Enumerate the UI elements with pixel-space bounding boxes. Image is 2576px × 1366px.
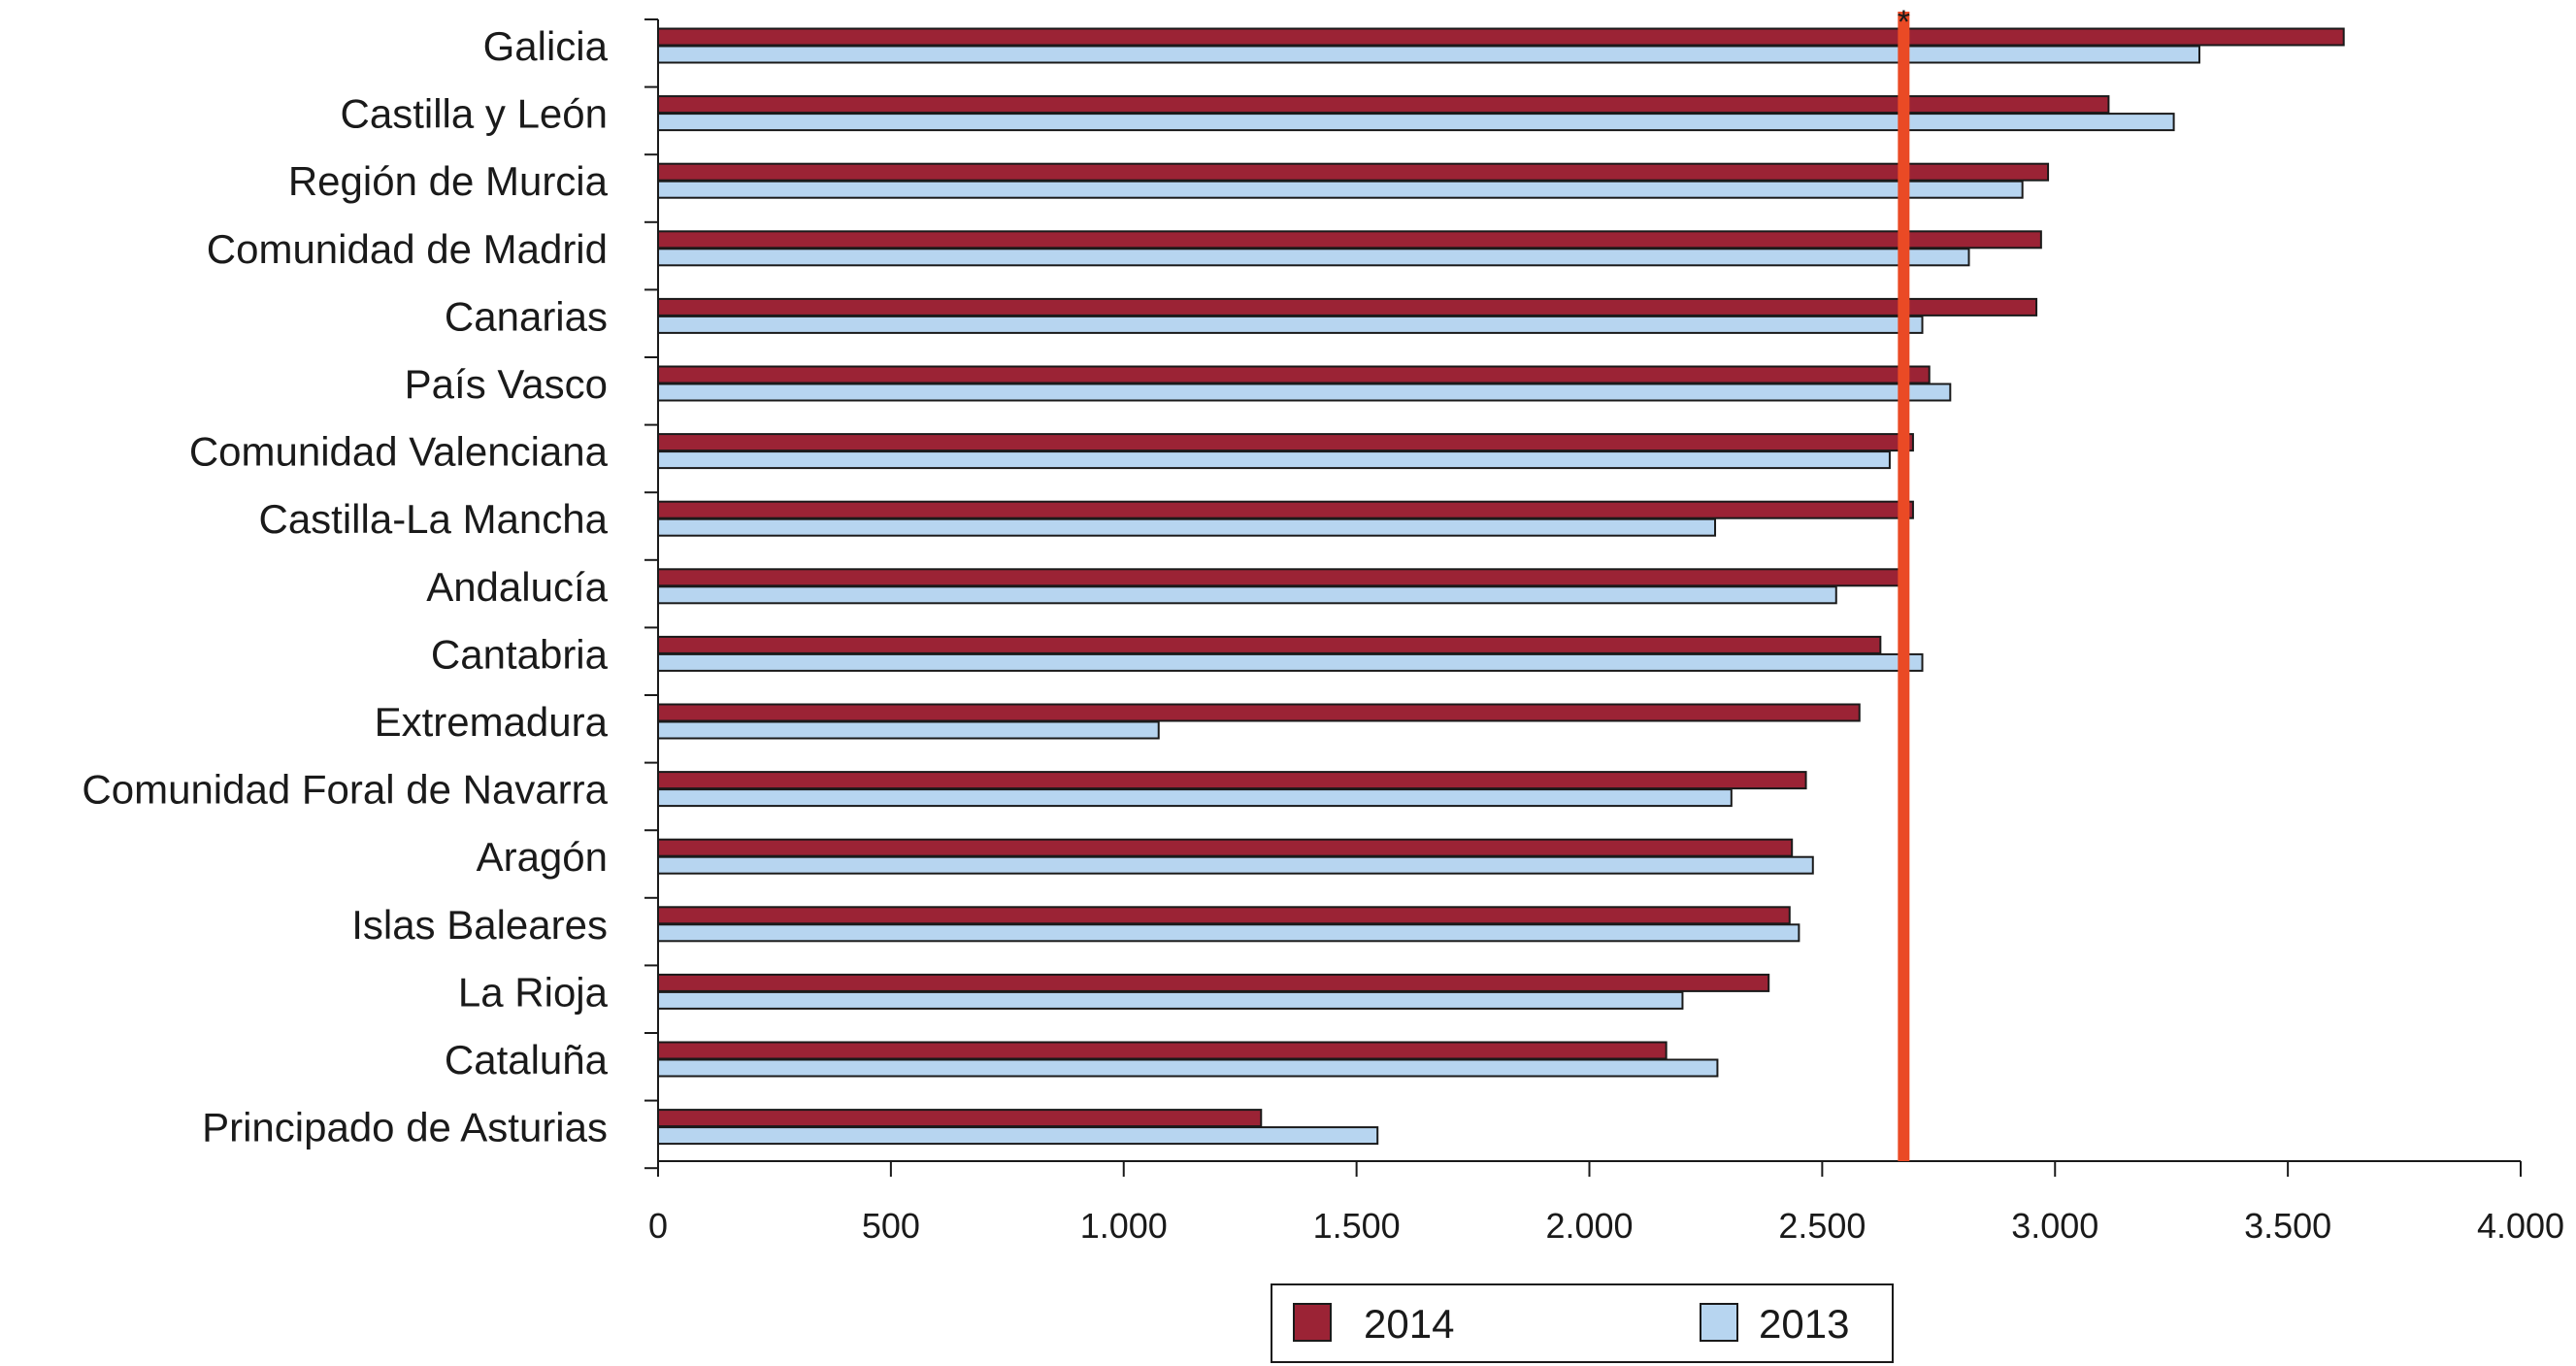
reference-line	[1898, 12, 1910, 1161]
x-tick-label-2: 1.000	[1080, 1206, 1168, 1246]
category-label-10: Extremadura	[375, 699, 609, 745]
x-tick-label-1: 500	[862, 1206, 920, 1246]
category-label-5: País Vasco	[405, 361, 608, 407]
bar-2013-0	[657, 45, 2200, 64]
bar-2013-5	[657, 383, 1952, 402]
category-label-14: La Rioja	[458, 969, 609, 1015]
category-label-2: Región de Murcia	[288, 158, 609, 204]
bar-2013-13	[657, 923, 1800, 943]
bar-2014-14	[657, 973, 1770, 992]
bar-2013-1	[657, 113, 2175, 132]
bar-2013-2	[657, 180, 2024, 199]
legend-box	[1271, 1283, 1894, 1363]
bar-2014-8	[657, 568, 1900, 587]
bar-2014-1	[657, 95, 2110, 115]
x-tick-label-8: 4.000	[2477, 1206, 2564, 1246]
bar-2014-6	[657, 433, 1914, 452]
bar-2013-10	[657, 720, 1160, 740]
x-tick-label-5: 2.500	[1778, 1206, 1866, 1246]
legend: 2014 2013	[1271, 1283, 1894, 1363]
category-label-3: Comunidad de Madrid	[207, 226, 608, 272]
y-axis-ticks	[644, 18, 658, 1170]
category-label-13: Islas Baleares	[351, 902, 608, 948]
category-label-6: Comunidad Valenciana	[189, 429, 609, 475]
bar-2014-9	[657, 635, 1882, 654]
x-tick-label-6: 3.000	[2011, 1206, 2098, 1246]
category-label-4: Canarias	[445, 293, 608, 339]
legend-swatch-2014	[1293, 1303, 1332, 1342]
legend-label-2013: 2013	[1759, 1301, 1849, 1347]
bar-2014-15	[657, 1041, 1668, 1060]
x-tick-label-3: 1.500	[1313, 1206, 1401, 1246]
x-tick-label-4: 2.000	[1545, 1206, 1633, 1246]
bar-2013-7	[657, 517, 1717, 537]
bar-2013-14	[657, 990, 1684, 1010]
bar-2013-6	[657, 450, 1891, 470]
bar-2013-11	[657, 788, 1733, 808]
reference-line-group: *	[1898, 4, 1910, 1161]
bar-2013-16	[657, 1126, 1379, 1146]
bar-2014-16	[657, 1109, 1263, 1128]
category-labels: Galicia Castilla y León Región de Murcia Co…	[82, 23, 608, 1150]
category-label-0: Galicia	[483, 23, 609, 69]
category-label-1: Castilla y León	[341, 91, 608, 137]
bar-2014-5	[657, 365, 1931, 384]
category-label-9: Cantabria	[431, 631, 609, 677]
bar-2014-4	[657, 297, 2038, 317]
reference-line-label: *	[1898, 4, 1910, 41]
legend-label-2014: 2014	[1364, 1301, 1454, 1347]
category-label-12: Aragón	[477, 834, 608, 880]
category-label-11: Comunidad Foral de Navarra	[82, 767, 608, 813]
category-label-16: Principado de Asturias	[202, 1105, 608, 1150]
bar-2013-9	[657, 652, 1924, 672]
bar-2014-11	[657, 771, 1807, 790]
bar-2014-3	[657, 230, 2042, 250]
x-axis-ticks: 0 500 1.000 1.500 2.000 2.500 3.000 3.500 4.000	[648, 1161, 2564, 1246]
bar-2013-3	[657, 248, 1970, 267]
bar-2014-0	[657, 27, 2345, 47]
bar-2014-13	[657, 906, 1791, 925]
x-tick-label-0: 0	[648, 1206, 668, 1246]
bar-2014-7	[657, 500, 1914, 519]
bar-2014-12	[657, 838, 1794, 857]
bar-2014-2	[657, 162, 2050, 182]
x-tick-label-7: 3.500	[2244, 1206, 2331, 1246]
legend-swatch-2013	[1700, 1303, 1738, 1342]
bar-2013-12	[657, 855, 1814, 875]
bar-2013-15	[657, 1058, 1719, 1078]
bar-2014-10	[657, 703, 1861, 722]
bars-layer	[657, 27, 2345, 1146]
category-label-8: Andalucía	[426, 564, 608, 610]
category-label-15: Cataluña	[445, 1037, 609, 1083]
bar-2013-4	[657, 315, 1924, 334]
bar-2013-8	[657, 585, 1837, 605]
category-label-7: Castilla-La Mancha	[258, 496, 608, 542]
